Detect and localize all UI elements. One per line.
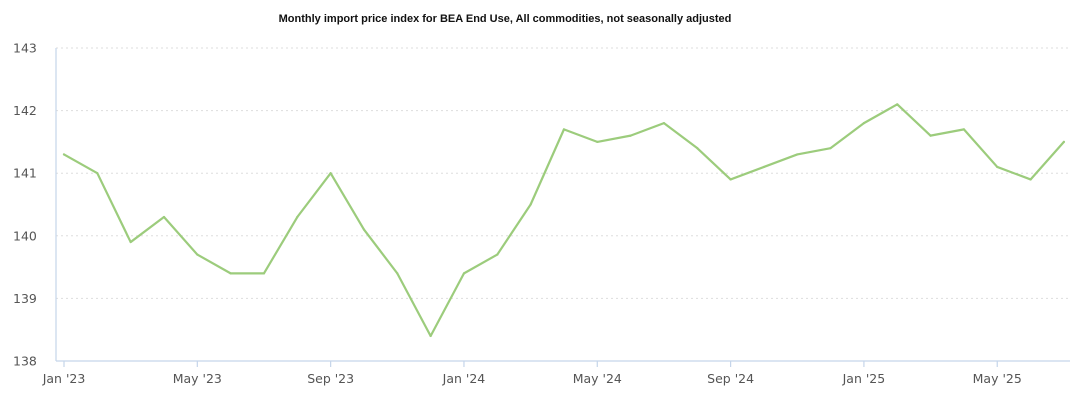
data-point bbox=[296, 215, 299, 219]
x-tick-label: Jan '24 bbox=[442, 371, 486, 386]
data-point bbox=[129, 240, 132, 244]
chart-title: Monthly import price index for BEA End U… bbox=[278, 13, 732, 25]
x-tick-label: May '24 bbox=[573, 371, 622, 386]
data-point bbox=[629, 134, 632, 137]
data-point bbox=[496, 253, 499, 256]
data-point bbox=[362, 228, 366, 231]
data-point bbox=[829, 147, 832, 150]
data-point bbox=[396, 272, 399, 275]
x-tick-label: Sep '23 bbox=[307, 371, 354, 386]
x-tick-label: Jan '25 bbox=[842, 371, 886, 386]
x-tick-label: Sep '24 bbox=[707, 371, 754, 386]
data-point bbox=[462, 272, 466, 275]
data-point bbox=[862, 122, 866, 125]
data-point bbox=[962, 128, 966, 131]
data-point bbox=[562, 128, 566, 131]
data-point bbox=[1062, 140, 1065, 143]
data-point bbox=[1029, 178, 1032, 181]
data-point bbox=[429, 334, 432, 338]
data-point bbox=[162, 215, 166, 219]
x-tick-label: May '23 bbox=[173, 371, 222, 386]
y-tick-label: 143 bbox=[13, 41, 37, 56]
y-tick-label: 140 bbox=[13, 228, 37, 243]
data-point bbox=[896, 103, 899, 106]
series-line bbox=[62, 103, 1066, 338]
data-point bbox=[996, 165, 999, 169]
data-point bbox=[529, 203, 532, 206]
data-point bbox=[796, 153, 799, 156]
data-point bbox=[729, 178, 732, 181]
data-point bbox=[929, 134, 932, 137]
y-tick-label: 139 bbox=[13, 291, 37, 306]
data-point bbox=[262, 272, 266, 275]
y-tick-label: 142 bbox=[13, 103, 37, 118]
data-point bbox=[596, 140, 599, 143]
data-point bbox=[662, 122, 666, 125]
x-tick-label: Jan '23 bbox=[42, 371, 86, 386]
x-tick-label: May '25 bbox=[973, 371, 1022, 386]
data-point bbox=[62, 153, 66, 156]
data-point bbox=[696, 147, 699, 150]
data-point bbox=[96, 172, 99, 175]
y-tick-label: 141 bbox=[13, 166, 37, 181]
data-point bbox=[229, 272, 232, 275]
data-point bbox=[196, 253, 199, 256]
data-point bbox=[762, 165, 766, 169]
y-tick-label: 138 bbox=[13, 354, 37, 369]
data-point bbox=[329, 172, 332, 175]
